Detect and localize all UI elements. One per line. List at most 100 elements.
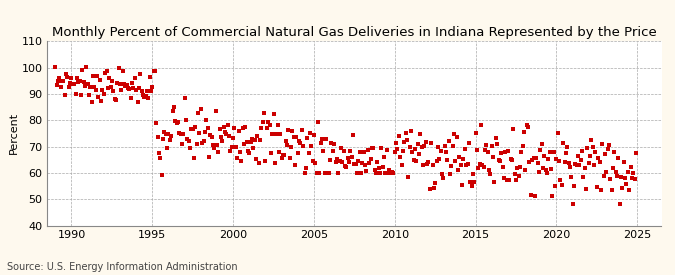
Point: [240, 124, 250, 129]
Point: [395, 155, 406, 159]
Point: [70, 92, 81, 96]
Point: [437, 172, 448, 177]
Point: [500, 150, 511, 154]
Point: [327, 148, 338, 153]
Point: [138, 93, 148, 97]
Point: [261, 126, 272, 130]
Point: [516, 149, 526, 154]
Point: [308, 133, 319, 137]
Point: [525, 193, 536, 197]
Point: [433, 144, 443, 149]
Text: Source: U.S. Energy Information Administration: Source: U.S. Energy Information Administ…: [7, 262, 238, 272]
Point: [381, 147, 392, 152]
Point: [488, 155, 499, 159]
Point: [441, 150, 452, 154]
Point: [333, 171, 344, 175]
Point: [111, 98, 122, 102]
Point: [618, 160, 629, 164]
Point: [136, 89, 147, 93]
Point: [342, 156, 353, 160]
Point: [603, 142, 614, 147]
Point: [583, 161, 594, 165]
Point: [625, 165, 636, 169]
Point: [614, 202, 625, 207]
Point: [578, 175, 589, 179]
Point: [132, 100, 143, 105]
Point: [496, 151, 507, 155]
Point: [73, 79, 84, 84]
Point: [210, 109, 221, 113]
Point: [338, 149, 349, 153]
Point: [505, 157, 516, 161]
Point: [103, 86, 113, 90]
Point: [620, 176, 630, 180]
Point: [300, 166, 311, 170]
Point: [369, 168, 380, 172]
Point: [512, 166, 522, 170]
Point: [291, 134, 302, 139]
Point: [272, 123, 283, 128]
Point: [190, 125, 201, 130]
Point: [345, 148, 356, 153]
Point: [279, 153, 290, 157]
Point: [313, 119, 323, 124]
Point: [58, 79, 69, 84]
Point: [396, 163, 407, 167]
Point: [248, 145, 259, 150]
Point: [340, 164, 350, 169]
Point: [127, 81, 138, 85]
Point: [202, 126, 213, 130]
Point: [126, 96, 136, 100]
Point: [454, 155, 465, 159]
Point: [66, 76, 77, 80]
Point: [192, 142, 202, 147]
Point: [62, 75, 73, 79]
Point: [622, 170, 633, 175]
Point: [250, 156, 261, 161]
Point: [414, 152, 425, 156]
Point: [116, 88, 127, 92]
Point: [330, 160, 341, 164]
Point: [280, 139, 291, 143]
Point: [50, 65, 61, 70]
Point: [589, 163, 599, 167]
Point: [517, 144, 528, 148]
Point: [275, 132, 286, 136]
Point: [379, 155, 389, 159]
Point: [419, 144, 430, 148]
Point: [253, 161, 264, 165]
Point: [579, 166, 590, 170]
Point: [321, 137, 331, 141]
Point: [545, 167, 556, 172]
Point: [95, 78, 105, 82]
Point: [325, 158, 335, 162]
Point: [469, 180, 480, 184]
Point: [422, 161, 433, 166]
Point: [276, 156, 287, 160]
Point: [84, 93, 95, 97]
Point: [120, 83, 131, 88]
Point: [391, 141, 402, 145]
Point: [415, 132, 426, 136]
Point: [159, 130, 170, 134]
Point: [128, 86, 139, 90]
Point: [182, 137, 193, 141]
Point: [89, 85, 100, 89]
Point: [198, 139, 209, 143]
Point: [353, 159, 364, 163]
Point: [562, 145, 572, 149]
Point: [188, 126, 198, 131]
Point: [349, 161, 360, 166]
Point: [595, 188, 606, 192]
Point: [468, 172, 479, 176]
Point: [177, 141, 188, 146]
Point: [626, 176, 637, 180]
Point: [394, 134, 404, 138]
Point: [591, 185, 602, 189]
Point: [222, 123, 233, 127]
Point: [528, 156, 539, 160]
Point: [458, 157, 469, 161]
Point: [449, 132, 460, 136]
Point: [367, 145, 377, 150]
Point: [139, 95, 150, 100]
